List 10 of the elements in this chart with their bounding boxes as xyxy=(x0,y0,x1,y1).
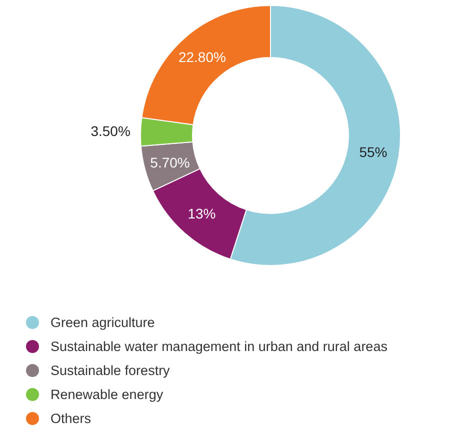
legend-label: Green agriculture xyxy=(50,315,155,330)
data-label: 13% xyxy=(188,206,216,222)
data-label: 3.50% xyxy=(90,122,130,139)
data-label: 22.80% xyxy=(178,49,226,66)
legend-label: Others xyxy=(50,411,92,426)
legend-label: Sustainable forestry xyxy=(50,363,170,378)
data-label: 5.70% xyxy=(150,154,190,170)
legend-label: Sustainable water management in urban and rural areas xyxy=(50,339,388,354)
data-label: 55% xyxy=(359,144,388,160)
legend-label: Renewable energy xyxy=(50,387,164,402)
